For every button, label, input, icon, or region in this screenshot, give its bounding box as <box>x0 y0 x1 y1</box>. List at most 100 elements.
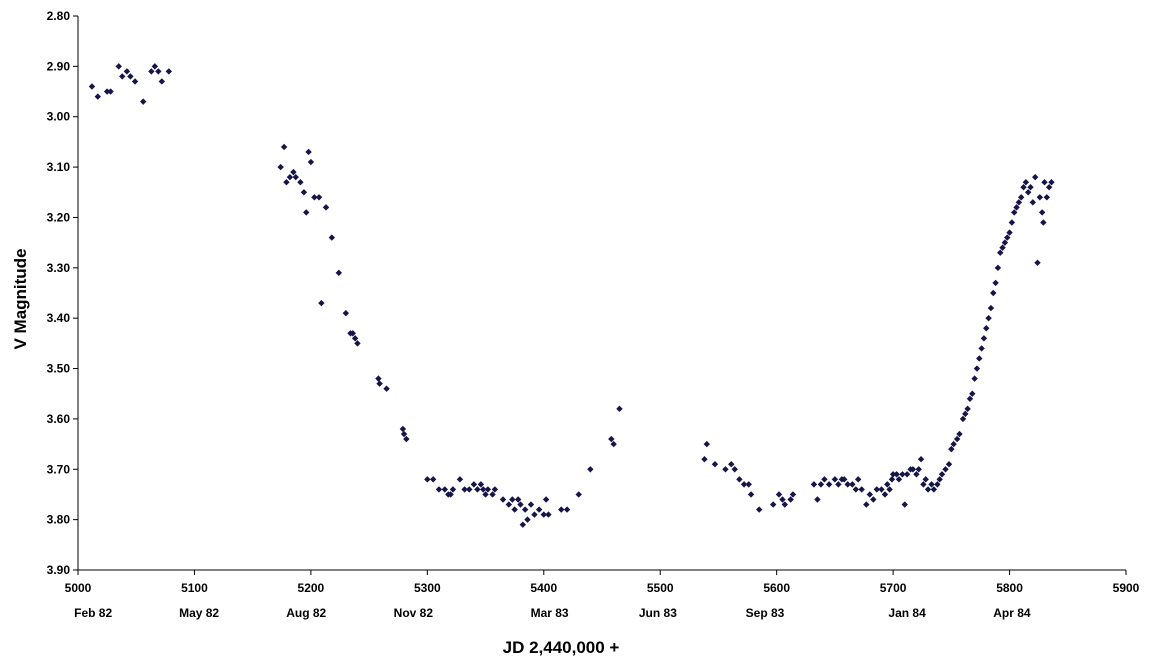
data-point <box>966 395 974 402</box>
data-point <box>895 476 903 483</box>
data-point <box>435 486 443 493</box>
data-point <box>994 264 1002 272</box>
data-point <box>300 189 308 196</box>
data-point <box>1022 179 1030 186</box>
data-point <box>978 345 985 352</box>
data-point <box>781 501 789 508</box>
data-point <box>1041 179 1048 186</box>
data-point <box>775 491 783 498</box>
data-point <box>969 390 976 397</box>
data-point <box>945 461 953 468</box>
data-point <box>461 486 468 493</box>
data-point <box>1034 259 1041 266</box>
data-point <box>889 471 897 478</box>
data-point <box>489 491 496 498</box>
data-point <box>831 476 839 483</box>
data-point <box>1045 184 1053 191</box>
data-point <box>545 511 552 518</box>
y-tick-label: 3.20 <box>47 210 71 224</box>
data-point <box>616 405 623 413</box>
data-point <box>311 194 318 201</box>
data-point <box>292 173 299 181</box>
data-point <box>376 380 383 387</box>
data-point <box>509 496 516 503</box>
data-points <box>88 63 1055 528</box>
data-point <box>527 501 535 508</box>
data-point <box>280 143 288 151</box>
data-point <box>866 491 874 498</box>
y-tick-label: 3.70 <box>47 462 71 476</box>
data-point <box>1020 184 1027 191</box>
data-point <box>987 304 995 312</box>
x-axis-title: JD 2,440,000 + <box>503 638 620 657</box>
x-tick-label: 5300 <box>414 581 441 595</box>
data-point <box>610 440 617 448</box>
data-point <box>165 68 173 75</box>
data-point <box>1011 209 1018 216</box>
data-point <box>399 425 407 433</box>
data-point <box>849 481 856 488</box>
data-point <box>964 405 971 413</box>
data-point <box>447 491 454 498</box>
data-point <box>909 466 917 473</box>
data-point <box>575 491 582 498</box>
data-point <box>303 209 310 216</box>
data-point <box>893 471 900 478</box>
data-point <box>852 486 860 493</box>
data-point <box>429 476 437 483</box>
data-point <box>400 430 408 438</box>
data-point <box>1018 194 1025 201</box>
x-tick-label: 5800 <box>996 581 1023 595</box>
data-point <box>519 521 527 528</box>
y-ticks: 2.80 2.90 3.00 3.10 3.20 3.30 3.40 3.50 3.60 3.70… <box>47 9 78 577</box>
data-point <box>959 415 967 423</box>
data-point <box>491 486 499 493</box>
data-point <box>745 481 752 488</box>
data-point <box>736 476 743 483</box>
data-point <box>531 511 538 518</box>
data-point <box>915 466 922 473</box>
data-point <box>903 471 911 478</box>
data-point <box>540 511 547 518</box>
data-point <box>1001 239 1009 246</box>
data-point <box>858 486 865 493</box>
data-point <box>342 309 350 317</box>
data-point <box>942 466 949 473</box>
data-point <box>922 476 929 483</box>
x-tick-label: 5100 <box>181 581 208 595</box>
data-point <box>999 244 1006 251</box>
data-point <box>517 501 524 508</box>
data-point <box>103 88 111 95</box>
data-point <box>521 506 529 513</box>
data-point <box>383 385 390 392</box>
data-point <box>505 501 513 508</box>
month-label: Aug 82 <box>286 606 326 620</box>
y-tick-label: 3.80 <box>47 513 71 527</box>
data-point <box>983 325 990 332</box>
data-point <box>277 163 284 171</box>
data-point <box>1006 229 1013 236</box>
data-point <box>899 471 906 478</box>
month-label: Mar 83 <box>531 606 569 620</box>
data-point <box>1043 194 1051 201</box>
x-ticks: 5000 5100 5200 5300 5400 5500 5600 5700 5800 5900 <box>65 570 1140 595</box>
data-point <box>535 506 543 513</box>
data-point <box>950 440 957 448</box>
data-point <box>870 496 877 503</box>
y-tick-label: 3.90 <box>47 563 71 577</box>
data-point <box>825 481 833 488</box>
data-point <box>151 63 159 70</box>
data-point <box>1038 209 1046 216</box>
month-labels: Feb 82 May 82 Aug 82 Nov 82 Mar 83 Jun 83 Sep … <box>74 606 1031 620</box>
y-axis-title: V Magnitude <box>11 248 30 349</box>
data-point <box>886 486 893 493</box>
data-point <box>997 249 1004 256</box>
y-tick-label: 3.10 <box>47 160 71 174</box>
data-point <box>94 93 101 100</box>
month-label: Feb 82 <box>74 606 112 620</box>
x-tick-label: 5400 <box>530 581 557 595</box>
data-point <box>123 68 131 75</box>
data-point <box>131 78 139 85</box>
data-point <box>524 516 531 523</box>
data-point <box>1013 204 1020 211</box>
